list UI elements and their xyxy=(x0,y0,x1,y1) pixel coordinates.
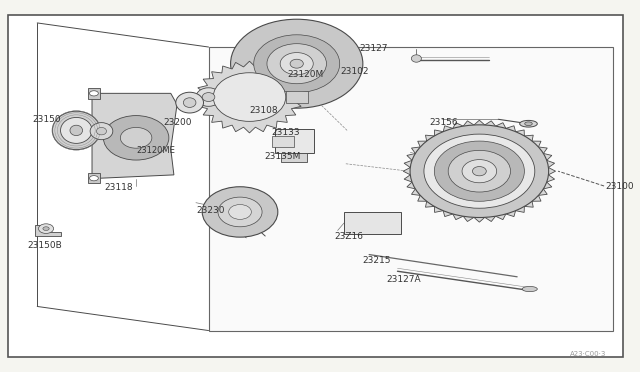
Bar xyxy=(209,47,613,331)
Ellipse shape xyxy=(520,121,538,127)
Text: 23150: 23150 xyxy=(32,115,61,124)
Ellipse shape xyxy=(103,116,169,160)
Ellipse shape xyxy=(61,118,92,143)
Text: 23150B: 23150B xyxy=(27,241,62,250)
Ellipse shape xyxy=(176,92,204,113)
Ellipse shape xyxy=(290,59,303,68)
Ellipse shape xyxy=(267,44,326,84)
Text: 23127A: 23127A xyxy=(387,275,421,284)
Text: A23·C00·3: A23·C00·3 xyxy=(570,350,607,356)
Ellipse shape xyxy=(90,176,99,181)
Polygon shape xyxy=(92,93,177,179)
Bar xyxy=(275,129,314,153)
Text: 23127: 23127 xyxy=(360,44,388,53)
Text: 23108: 23108 xyxy=(250,106,278,115)
Text: 23230: 23230 xyxy=(196,206,225,215)
Text: 23133: 23133 xyxy=(271,128,300,137)
Ellipse shape xyxy=(525,122,532,126)
Polygon shape xyxy=(35,225,61,236)
Ellipse shape xyxy=(38,224,54,234)
Ellipse shape xyxy=(52,111,100,150)
Ellipse shape xyxy=(120,128,152,148)
Ellipse shape xyxy=(435,141,524,201)
Ellipse shape xyxy=(213,73,285,121)
Ellipse shape xyxy=(253,35,340,93)
Ellipse shape xyxy=(472,167,486,176)
Ellipse shape xyxy=(183,98,196,108)
Ellipse shape xyxy=(97,128,106,135)
Text: 23100: 23100 xyxy=(605,182,634,190)
Ellipse shape xyxy=(228,205,252,219)
Ellipse shape xyxy=(202,187,278,237)
Bar xyxy=(344,212,401,234)
Ellipse shape xyxy=(230,19,363,108)
Ellipse shape xyxy=(202,93,215,102)
Ellipse shape xyxy=(70,125,83,136)
Ellipse shape xyxy=(410,125,548,218)
Polygon shape xyxy=(196,61,303,133)
Text: 23200: 23200 xyxy=(163,119,192,128)
Ellipse shape xyxy=(424,134,535,208)
Ellipse shape xyxy=(412,55,421,62)
Bar xyxy=(285,92,308,103)
Bar xyxy=(88,173,100,183)
Polygon shape xyxy=(403,120,556,222)
Ellipse shape xyxy=(90,91,99,96)
Ellipse shape xyxy=(218,197,262,227)
Text: 23118: 23118 xyxy=(104,183,133,192)
Bar xyxy=(281,153,307,162)
Ellipse shape xyxy=(90,123,113,140)
Text: 23Z16: 23Z16 xyxy=(335,231,364,241)
Text: 23120ME: 23120ME xyxy=(136,146,175,155)
Text: 23215: 23215 xyxy=(363,256,391,264)
Bar xyxy=(88,88,100,99)
Ellipse shape xyxy=(448,150,511,192)
Ellipse shape xyxy=(43,227,49,231)
Text: 23120M: 23120M xyxy=(287,70,323,79)
Ellipse shape xyxy=(280,52,313,75)
Text: 23102: 23102 xyxy=(341,67,369,76)
Ellipse shape xyxy=(522,286,538,292)
Bar xyxy=(271,136,294,147)
Ellipse shape xyxy=(196,88,221,106)
Ellipse shape xyxy=(462,160,497,183)
Text: 23135M: 23135M xyxy=(264,152,300,161)
Text: 23156: 23156 xyxy=(429,119,458,128)
